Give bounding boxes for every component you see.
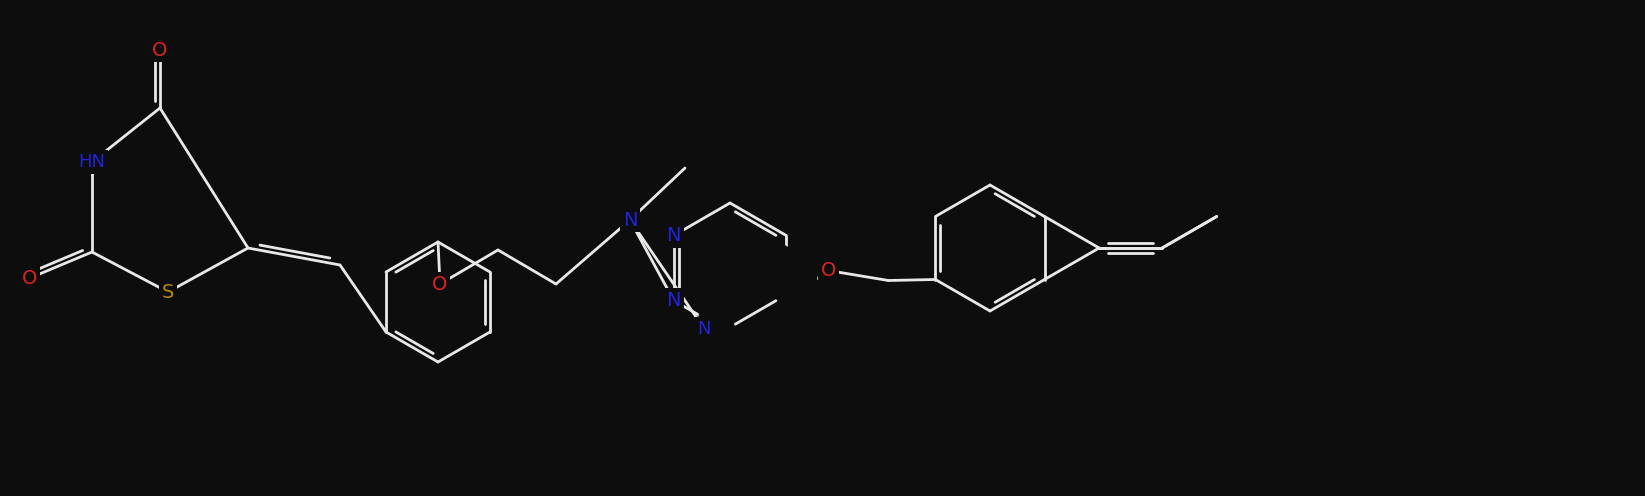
Text: HN: HN [79, 153, 105, 171]
Text: N: N [697, 320, 711, 338]
Text: O: O [23, 268, 38, 288]
Text: O: O [821, 261, 836, 280]
Text: N: N [666, 226, 681, 245]
Text: N: N [666, 291, 681, 310]
Polygon shape [704, 236, 811, 360]
Text: S: S [161, 283, 174, 302]
Text: O: O [153, 41, 168, 60]
Text: O: O [433, 274, 447, 294]
Text: N: N [623, 210, 637, 230]
